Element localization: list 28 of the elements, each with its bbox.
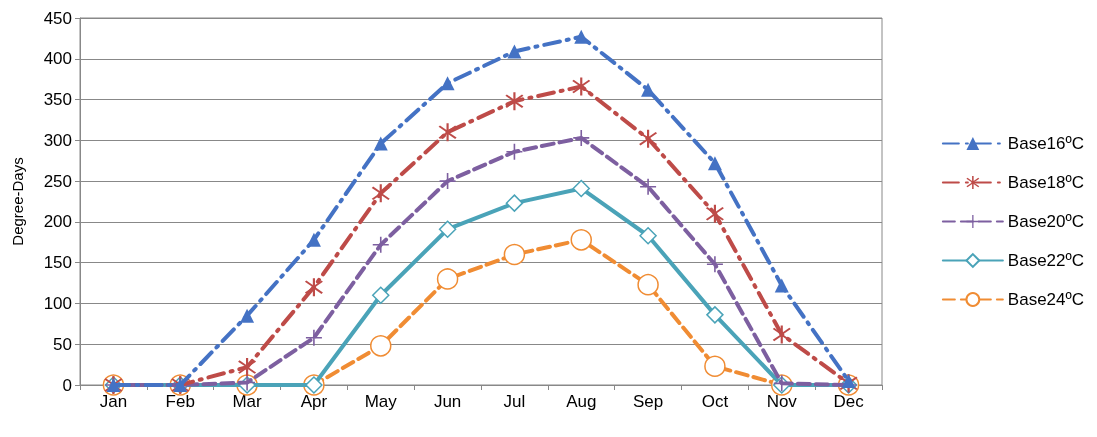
y-axis-title: Degree-Days — [9, 157, 26, 246]
legend-label: Base22ºC — [1007, 251, 1085, 270]
x-tick-label: Nov — [766, 392, 798, 411]
x-tick-label: Aug — [566, 392, 597, 411]
legend-label: Base16ºC — [1007, 134, 1085, 153]
x-tick-label: May — [364, 392, 398, 411]
x-tick-label: Dec — [833, 392, 865, 411]
y-tick-label: 50 — [53, 334, 72, 354]
x-tick-label: Oct — [701, 392, 729, 411]
y-tick-label: 200 — [43, 212, 72, 232]
x-tick-label: Apr — [300, 392, 328, 411]
legend-label: Base18ºC — [1007, 173, 1085, 192]
y-tick-label: 150 — [43, 253, 72, 273]
legend-label: Base20ºC — [1007, 212, 1085, 231]
y-tick-label: 300 — [43, 130, 72, 150]
y-tick-label: 100 — [43, 293, 72, 313]
x-tick-label: Feb — [165, 392, 195, 411]
x-tick-label: Mar — [232, 392, 263, 411]
x-tick-label: Jun — [433, 392, 462, 411]
x-tick-label: Jul — [503, 392, 526, 411]
x-tick-label: Jan — [99, 392, 128, 411]
y-tick-label: 450 — [43, 8, 72, 28]
x-tick-label: Sep — [632, 392, 664, 411]
y-tick-label: 400 — [43, 49, 72, 69]
y-tick-label: 250 — [43, 171, 72, 191]
y-tick-label: 350 — [43, 90, 72, 110]
y-tick-label: 0 — [62, 375, 72, 395]
legend-label: Base24ºC — [1007, 290, 1085, 309]
